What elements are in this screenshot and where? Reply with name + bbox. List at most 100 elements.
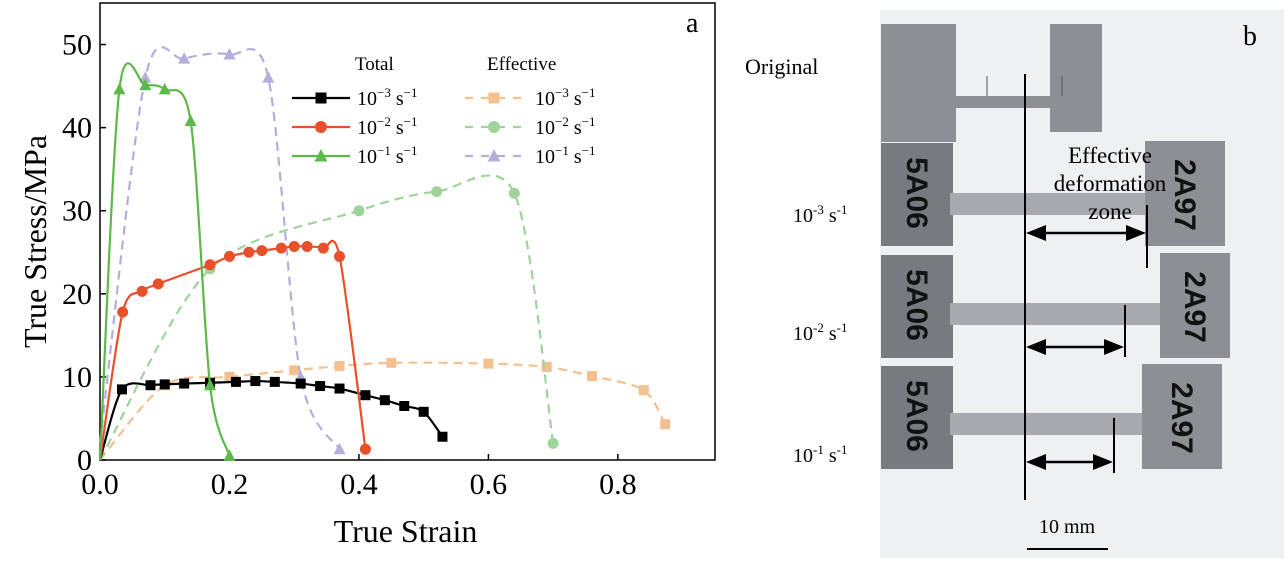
- y-tick-label: 50: [62, 29, 92, 62]
- series-line: [99, 361, 667, 461]
- specimen-label-left: 5A06: [900, 269, 933, 341]
- arrow-head: [1126, 225, 1146, 241]
- legend-item: 10−2 s−1: [465, 114, 595, 139]
- data-point: [275, 242, 287, 254]
- data-point: [386, 357, 397, 368]
- legend-label: 10−1 s−1: [535, 143, 595, 168]
- data-point: [295, 378, 306, 389]
- data-point: [117, 306, 129, 318]
- data-point: [262, 71, 275, 83]
- y-tick-label: 0: [77, 444, 92, 477]
- data-point: [152, 278, 164, 290]
- specimen-label-right: 2A97: [1168, 159, 1201, 231]
- x-tick-label: 0.2: [211, 468, 249, 501]
- legend-marker: [314, 149, 328, 162]
- plot-frame: [99, 2, 716, 461]
- data-point: [288, 240, 300, 252]
- legend-label: 10−3 s−1: [357, 85, 417, 110]
- data-point: [333, 442, 346, 455]
- legend: Total Effective 10−3 s−1 10−2 s−1 10−1 s−1 10…: [292, 54, 595, 168]
- tested-specimen: 5A06 2A97: [881, 141, 1225, 246]
- data-point: [353, 205, 365, 217]
- right-grip: [1145, 141, 1225, 246]
- arrow-head: [1093, 454, 1113, 470]
- gauge-section: [950, 413, 1146, 435]
- data-point: [418, 406, 429, 417]
- series-total-10-3-s-1: [98, 376, 448, 461]
- data-point: [437, 431, 448, 442]
- panel-label-b: b: [1243, 21, 1257, 52]
- data-point: [139, 78, 152, 91]
- arrow-head: [1026, 454, 1046, 470]
- data-point: [113, 82, 126, 95]
- data-point: [399, 400, 410, 411]
- data-point: [541, 361, 552, 372]
- data-point: [317, 242, 329, 254]
- data-point: [256, 245, 268, 257]
- data-point: [243, 246, 255, 258]
- data-point: [483, 358, 494, 369]
- data-point: [250, 376, 261, 387]
- series-effective-10-2-s-1: [99, 174, 559, 461]
- gauge-section: [950, 303, 1164, 325]
- original-specimen: [881, 24, 1102, 142]
- x-tick-label: 0.4: [340, 468, 378, 501]
- data-point: [179, 378, 190, 389]
- x-axis-label: True Strain: [334, 513, 478, 549]
- right-grip: [1160, 253, 1230, 358]
- series-line: [98, 46, 341, 450]
- legend-item: 10−1 s−1: [465, 143, 595, 168]
- data-point: [660, 419, 671, 430]
- series-effective-10-3-s-1: [99, 357, 671, 461]
- series-line: [98, 62, 231, 461]
- left-grip: [881, 143, 953, 246]
- row-label-rate: 10-1 s-1: [793, 442, 847, 467]
- legend-item: 10−1 s−1: [292, 143, 417, 168]
- data-point: [230, 376, 241, 387]
- legend-label: 10−3 s−1: [535, 85, 595, 110]
- legend-title-total: Total: [355, 54, 394, 75]
- specimen-label-right: 2A97: [1165, 382, 1198, 454]
- data-point: [508, 187, 520, 199]
- data-point: [178, 52, 191, 64]
- specimen-label-left: 5A06: [900, 380, 933, 452]
- series-line: [99, 174, 555, 461]
- scale-bar-label: 10 mm: [1039, 516, 1096, 538]
- arrow-head: [1026, 339, 1046, 355]
- right-grip: [1142, 364, 1222, 469]
- data-point: [301, 240, 313, 252]
- series-total-10-2-s-1: [98, 239, 371, 461]
- tested-specimen: 5A06 2A97: [881, 253, 1230, 358]
- data-point: [334, 250, 346, 262]
- legend-marker: [488, 92, 500, 104]
- legend-marker: [488, 121, 500, 133]
- data-point: [224, 371, 235, 382]
- data-point: [204, 378, 217, 391]
- data-point: [136, 285, 148, 297]
- data-point: [184, 114, 197, 126]
- data-point: [223, 48, 236, 60]
- data-point: [334, 361, 345, 372]
- y-axis-label: True Stress/MPa: [17, 135, 53, 348]
- data-point: [334, 383, 345, 394]
- left-grip: [881, 255, 953, 358]
- y-tick-label: 30: [62, 195, 92, 228]
- data-point: [145, 380, 156, 391]
- data-point: [638, 385, 649, 396]
- specimen-label-left: 5A06: [900, 157, 933, 229]
- legend-item: 10−2 s−1: [292, 114, 417, 139]
- data-point: [289, 365, 300, 376]
- specimen-photo: b 5A06 2A97 5A06 2A97 5A06 2A97 Effective deform…: [880, 10, 1284, 558]
- row-label-original: Original: [745, 54, 818, 79]
- specimen-label-right: 2A97: [1178, 271, 1211, 343]
- data-point: [159, 379, 170, 390]
- x-tick-label: 0.0: [81, 468, 119, 501]
- row-label-rate: 10-3 s-1: [793, 202, 847, 227]
- legend-marker: [315, 92, 327, 104]
- data-point: [204, 259, 216, 271]
- legend-marker: [315, 121, 327, 133]
- arrow-head: [1026, 225, 1046, 241]
- arrow-head: [1104, 339, 1124, 355]
- data-point: [223, 250, 235, 262]
